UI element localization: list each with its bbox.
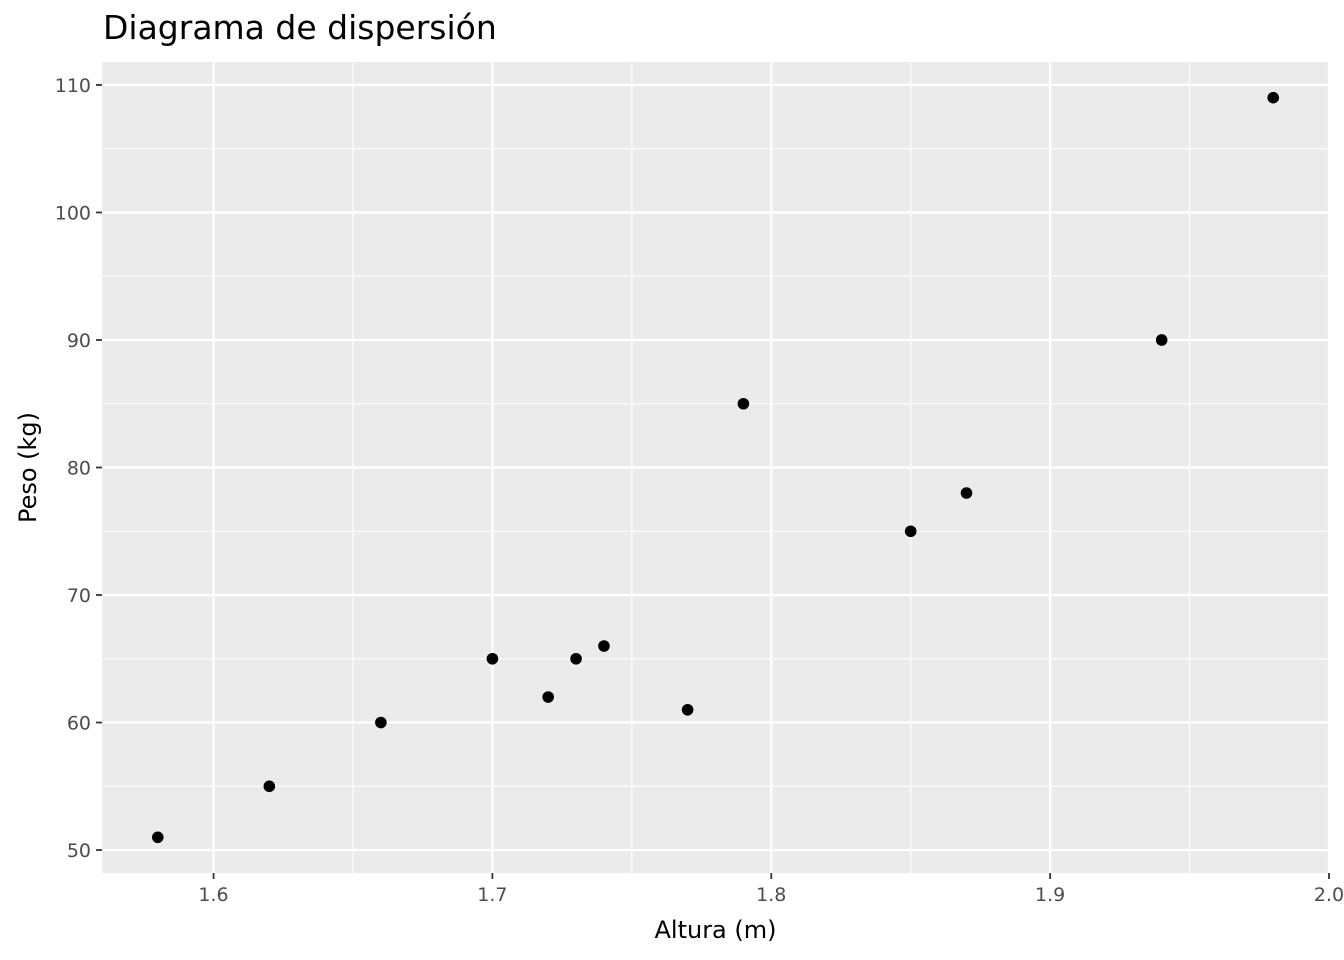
x-axis-label: Altura (m)	[654, 916, 776, 944]
data-point	[375, 716, 387, 729]
data-point	[570, 652, 582, 665]
chart-title: Diagrama de dispersión	[103, 8, 497, 47]
x-tick-label: 1.8	[756, 884, 786, 906]
y-tick-label: 90	[67, 330, 91, 352]
data-point	[960, 487, 973, 499]
x-tick-label: 2.0	[1314, 884, 1344, 906]
grid-major	[102, 62, 1331, 873]
x-axis: 1.6 1.7 1.8 1.9 2.0	[198, 873, 1344, 906]
y-tick-label: 70	[67, 585, 91, 607]
y-axis: 50 60 70 80 90 100 110	[55, 75, 102, 862]
x-tick-label: 1.6	[198, 884, 228, 906]
data-point	[904, 525, 917, 538]
x-tick-label: 1.9	[1035, 884, 1065, 906]
y-tick-label: 110	[55, 75, 91, 97]
data-point	[151, 831, 164, 844]
grid-minor	[102, 62, 1329, 873]
data-point	[263, 780, 276, 793]
y-tick-label: 100	[55, 202, 91, 224]
data-point	[681, 703, 694, 716]
y-axis-label: Peso (kg)	[14, 412, 42, 523]
data-point	[486, 652, 499, 665]
data-point	[1267, 91, 1280, 104]
y-tick-label: 60	[67, 713, 91, 735]
data-point	[542, 691, 554, 703]
x-tick-label: 1.7	[477, 884, 507, 906]
data-point	[737, 397, 750, 410]
y-tick-label: 50	[67, 840, 91, 862]
data-points	[151, 91, 1280, 844]
data-point	[1155, 334, 1168, 346]
data-point	[598, 640, 610, 652]
y-tick-label: 80	[67, 458, 91, 480]
